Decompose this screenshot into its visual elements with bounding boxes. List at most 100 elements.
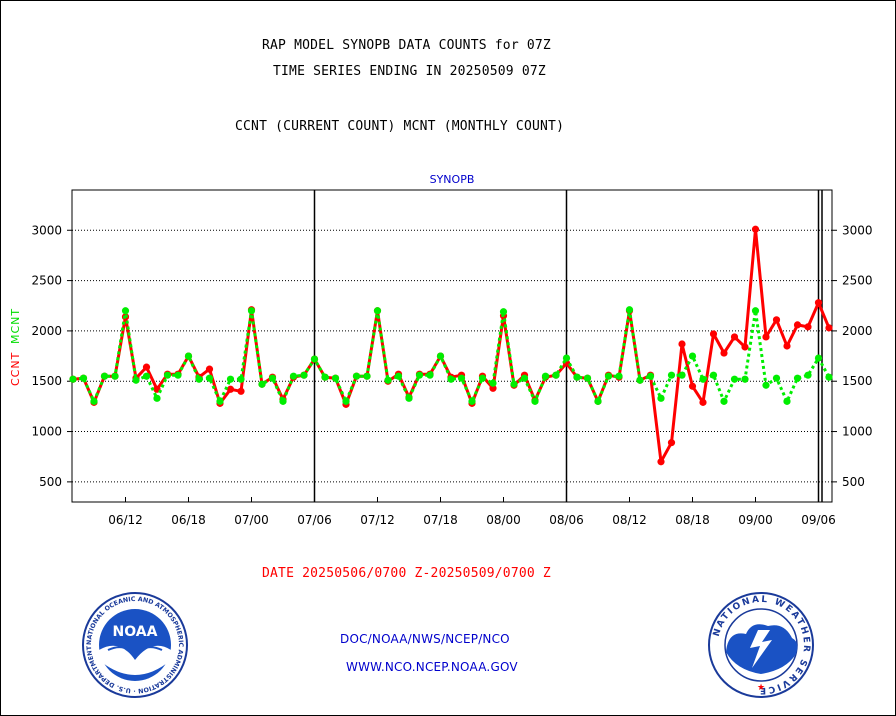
point-mcnt xyxy=(258,380,266,388)
point-mcnt xyxy=(289,372,298,380)
point-mcnt xyxy=(237,375,245,383)
point-mcnt xyxy=(468,397,476,405)
point-mcnt xyxy=(615,372,623,380)
point-ccnt xyxy=(751,225,760,233)
point-mcnt xyxy=(699,375,707,383)
point-ccnt xyxy=(657,458,665,466)
point-mcnt xyxy=(111,372,119,380)
point-mcnt xyxy=(205,374,214,382)
point-mcnt xyxy=(216,397,224,405)
axes-layer: 500 500 1000 1000 1500 1500 2000 2000 2500 2500 30… xyxy=(31,189,873,527)
point-mcnt xyxy=(667,371,676,379)
point-mcnt xyxy=(720,397,728,405)
y-tick-label-right: 1500 xyxy=(842,374,873,388)
point-mcnt xyxy=(247,307,256,315)
point-mcnt xyxy=(709,371,718,379)
x-tick-label: 09/06 xyxy=(801,513,836,527)
point-ccnt xyxy=(730,333,739,341)
point-mcnt xyxy=(394,372,403,380)
plot-frame xyxy=(71,189,833,503)
y-tick-label-left: 1500 xyxy=(31,374,62,388)
point-mcnt xyxy=(331,374,340,382)
point-mcnt xyxy=(583,374,592,382)
x-tick-label: 08/18 xyxy=(675,513,710,527)
point-mcnt xyxy=(373,307,382,315)
point-mcnt xyxy=(741,375,749,383)
point-mcnt xyxy=(825,373,833,381)
point-mcnt xyxy=(384,376,392,384)
point-mcnt xyxy=(132,376,140,384)
x-tick-label: 06/18 xyxy=(171,513,206,527)
point-mcnt xyxy=(772,374,781,382)
x-tick-label: 08/00 xyxy=(486,513,521,527)
y-tick-label-left: 3000 xyxy=(31,223,62,237)
point-mcnt xyxy=(751,307,760,315)
point-mcnt xyxy=(426,371,434,379)
plot-title: SYNOPB xyxy=(430,173,475,186)
point-mcnt xyxy=(226,375,235,383)
point-mcnt xyxy=(195,375,203,383)
x-tick-label: 07/12 xyxy=(360,513,395,527)
point-ccnt xyxy=(804,323,812,331)
noaa-logo: NATIONAL OCEANIC AND ATMOSPHERIC ADMINIS… xyxy=(80,590,188,698)
point-mcnt xyxy=(804,371,812,379)
point-mcnt xyxy=(552,371,560,379)
point-mcnt xyxy=(541,372,550,380)
y-tick-label-left: 1000 xyxy=(31,425,62,439)
point-ccnt xyxy=(237,387,245,395)
x-tick-label: 08/06 xyxy=(549,513,584,527)
point-mcnt xyxy=(562,354,571,362)
point-mcnt xyxy=(447,375,455,383)
y-tick-label-right: 3000 xyxy=(842,223,873,237)
point-mcnt xyxy=(478,374,487,382)
point-mcnt xyxy=(636,376,644,384)
point-mcnt xyxy=(184,352,193,360)
point-mcnt xyxy=(153,394,161,402)
point-mcnt xyxy=(163,371,172,379)
x-tick-label: 07/00 xyxy=(234,513,269,527)
chart-subtitle: CCNT (CURRENT COUNT) MCNT (MONTHLY COUNT… xyxy=(235,119,565,134)
point-mcnt xyxy=(415,371,424,379)
point-mcnt xyxy=(342,397,350,405)
chart-title-line-2: TIME SERIES ENDING IN 20250509 07Z xyxy=(273,64,546,79)
point-mcnt xyxy=(100,372,109,380)
point-mcnt xyxy=(352,372,361,380)
svg-text:★: ★ xyxy=(757,683,765,693)
point-mcnt xyxy=(405,394,413,402)
point-ccnt xyxy=(205,365,214,373)
series-line-ccnt xyxy=(72,227,831,464)
point-mcnt xyxy=(69,375,77,383)
point-ccnt xyxy=(226,385,235,393)
point-ccnt xyxy=(699,398,707,406)
point-ccnt xyxy=(489,384,497,392)
point-ccnt xyxy=(720,349,728,357)
x-tick-label: 06/12 xyxy=(108,513,143,527)
point-mcnt xyxy=(762,381,770,389)
point-mcnt xyxy=(268,374,277,382)
y-tick-label-right: 2500 xyxy=(842,274,873,288)
point-mcnt xyxy=(625,306,634,314)
point-mcnt xyxy=(594,397,602,405)
point-mcnt xyxy=(783,397,791,405)
x-tick-label: 09/00 xyxy=(738,513,773,527)
point-ccnt xyxy=(667,439,676,447)
point-mcnt xyxy=(531,397,539,405)
point-mcnt xyxy=(678,371,686,379)
point-ccnt xyxy=(793,321,802,329)
point-mcnt xyxy=(489,379,497,387)
point-ccnt xyxy=(741,343,749,351)
point-ccnt xyxy=(688,382,697,390)
point-ccnt xyxy=(783,342,791,350)
chart-title-line-1: RAP MODEL SYNOPB DATA COUNTS for 07Z xyxy=(262,38,551,53)
point-mcnt xyxy=(321,373,329,381)
grid-layer xyxy=(72,190,832,502)
point-mcnt xyxy=(300,371,308,379)
nws-logo: NATIONAL WEATHER SERVICE ★ xyxy=(708,592,814,698)
point-ccnt xyxy=(142,363,151,371)
point-mcnt xyxy=(79,374,88,382)
org-line: DOC/NOAA/NWS/NCEP/NCO xyxy=(340,632,510,646)
y-tick-label-right: 1000 xyxy=(842,425,873,439)
series-layer xyxy=(69,225,833,466)
point-mcnt xyxy=(510,380,518,388)
